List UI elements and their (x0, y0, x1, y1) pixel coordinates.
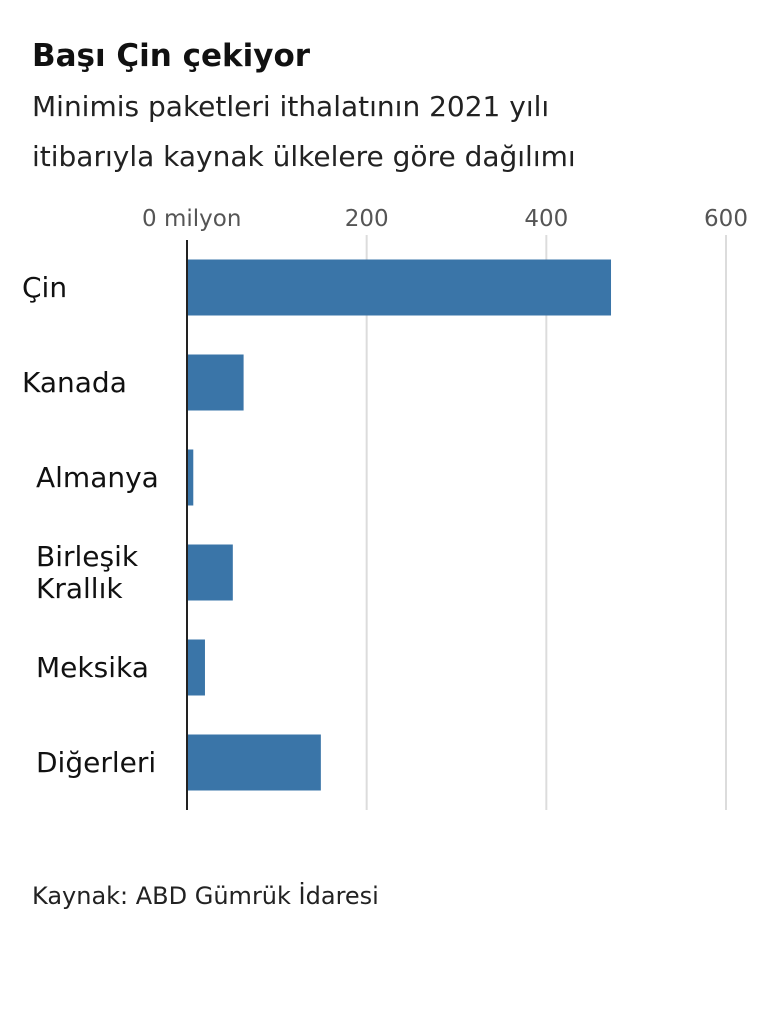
x-tick-label: 400 (524, 206, 568, 232)
bar (187, 354, 244, 411)
source-note: Kaynak: ABD Gümrük İdaresi (32, 882, 379, 910)
bar (187, 449, 194, 506)
y-tick-label: Almanya (36, 460, 159, 494)
y-tick-label: Çin (22, 270, 68, 304)
y-tick-label: Meksika (36, 650, 149, 684)
bar (187, 639, 205, 696)
y-tick-label: Kanada (22, 365, 127, 399)
chart-title: Başı Çin çekiyor (32, 38, 311, 74)
bar (187, 544, 233, 601)
chart-subtitle: Minimis paketleri ithalatının 2021 yılı … (32, 90, 576, 173)
bar (187, 259, 612, 316)
y-tick-label: Diğerleri (36, 745, 157, 779)
x-tick-label: 600 (704, 206, 748, 232)
bar (187, 734, 321, 791)
x-tick-label: 0 milyon (142, 206, 241, 232)
y-tick-label: Birleşik Krallık (36, 539, 139, 605)
x-tick-label: 200 (345, 206, 389, 232)
